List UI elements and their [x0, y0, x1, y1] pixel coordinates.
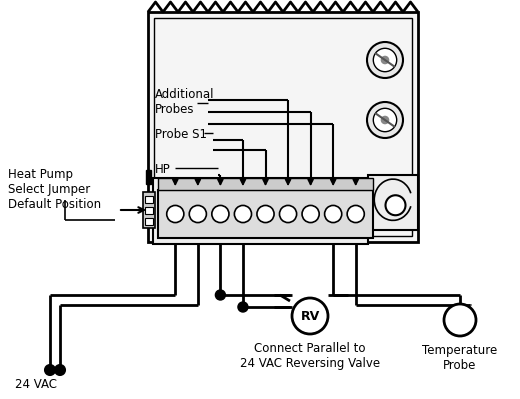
- Text: RV: RV: [301, 310, 320, 322]
- Bar: [145, 207, 153, 214]
- Text: Heat Pump
Select Jumper
Default Position: Heat Pump Select Jumper Default Position: [8, 168, 101, 211]
- Bar: [146, 170, 151, 184]
- Bar: [158, 178, 373, 190]
- Circle shape: [189, 205, 206, 223]
- Circle shape: [373, 108, 397, 132]
- Circle shape: [167, 205, 184, 223]
- Circle shape: [238, 302, 248, 312]
- Circle shape: [347, 205, 365, 223]
- Bar: [158, 190, 373, 238]
- Circle shape: [302, 205, 319, 223]
- Text: Temperature
Probe: Temperature Probe: [422, 344, 498, 372]
- Bar: [145, 218, 153, 225]
- Circle shape: [385, 195, 406, 215]
- Circle shape: [292, 298, 328, 334]
- Circle shape: [45, 365, 55, 375]
- Circle shape: [324, 205, 342, 223]
- Circle shape: [444, 304, 476, 336]
- Circle shape: [381, 56, 388, 63]
- Circle shape: [55, 365, 65, 375]
- Circle shape: [212, 205, 229, 223]
- Circle shape: [373, 48, 397, 72]
- Text: HP: HP: [155, 163, 171, 176]
- Text: Connect Parallel to
24 VAC Reversing Valve: Connect Parallel to 24 VAC Reversing Val…: [240, 342, 380, 370]
- Bar: [148, 12, 418, 242]
- Circle shape: [279, 205, 296, 223]
- Circle shape: [381, 117, 388, 124]
- Circle shape: [367, 102, 403, 138]
- Text: 24 VAC: 24 VAC: [15, 378, 57, 391]
- Circle shape: [367, 42, 403, 78]
- Bar: [143, 192, 155, 228]
- Text: Additional
Probes: Additional Probes: [155, 88, 215, 116]
- Bar: [368, 175, 418, 230]
- Text: Probe S1: Probe S1: [155, 128, 207, 141]
- Circle shape: [257, 205, 274, 223]
- Bar: [154, 18, 412, 236]
- Bar: [153, 178, 368, 244]
- Circle shape: [215, 290, 225, 300]
- Bar: [145, 196, 153, 203]
- Circle shape: [235, 205, 252, 223]
